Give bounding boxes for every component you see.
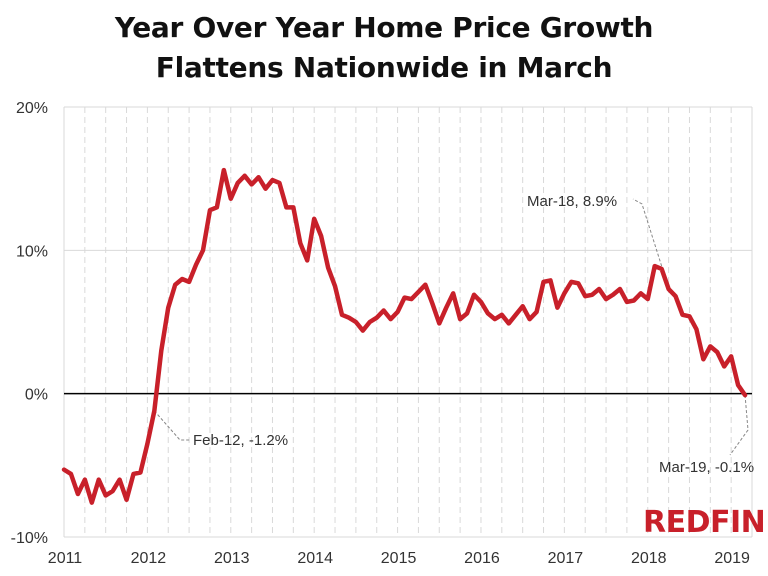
- x-axis-tick-labels: 2011 2012 2013 2014 2015 2016 2017 2018 2019: [48, 550, 750, 567]
- x-tick-label: 2016: [464, 550, 500, 567]
- annotation-leaders: [153, 198, 749, 456]
- annotation-label: Mar-19, -0.1%: [659, 459, 754, 476]
- annotation-label: Feb-12, -1.2%: [193, 432, 288, 449]
- x-tick-label: 2017: [548, 550, 584, 567]
- redfin-logo: REDFIN: [643, 505, 765, 540]
- annotations: Mar-18, 8.9% Feb-12, -1.2% Mar-19, -0.1%: [193, 193, 754, 476]
- x-tick-label: 2018: [631, 550, 667, 567]
- grid-lines: [63, 106, 753, 538]
- annotation-leader: [729, 395, 749, 456]
- x-tick-label: 2011: [48, 550, 83, 567]
- chart-title-line-2: Flattens Nationwide in March: [155, 51, 613, 84]
- y-tick-label: 0%: [25, 387, 48, 404]
- x-tick-label: 2013: [214, 550, 250, 567]
- x-tick-label: 2019: [714, 550, 750, 567]
- y-axis-tick-labels: 20% 10% 0% -10%: [11, 100, 48, 547]
- series-group: [61, 167, 748, 505]
- y-tick-label: -10%: [11, 530, 48, 547]
- annotation-label: Mar-18, 8.9%: [527, 193, 617, 210]
- series-line-yoy-growth: [61, 167, 748, 505]
- chart-title-line-1: Year Over Year Home Price Growth: [114, 11, 654, 44]
- annotation-leader: [632, 198, 663, 267]
- x-tick-label: 2015: [381, 550, 417, 567]
- y-tick-label: 10%: [16, 243, 48, 260]
- chart-title: Year Over Year Home Price Growth Flatten…: [0, 8, 768, 88]
- annotation-leader: [153, 410, 190, 441]
- y-tick-label: 20%: [16, 100, 48, 117]
- x-tick-label: 2014: [297, 550, 333, 567]
- x-tick-label: 2012: [131, 550, 167, 567]
